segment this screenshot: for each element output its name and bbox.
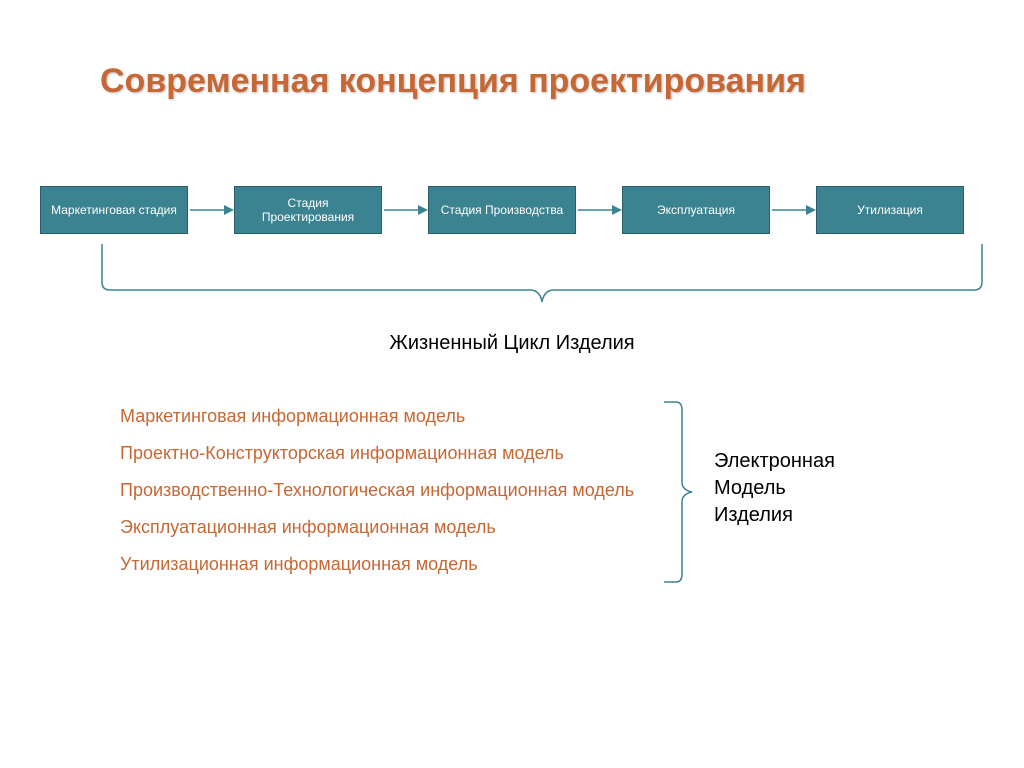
- models-list: Маркетинговая информационная модель Прое…: [120, 398, 650, 582]
- electronic-model-line1: Электронная: [714, 450, 835, 472]
- electronic-model-label: Электронная Модель Изделия: [714, 448, 835, 529]
- brace-horizontal-icon: [100, 242, 984, 312]
- model-item: Утилизационная информационная модель: [120, 546, 650, 583]
- model-item: Проектно-Конструкторская информационная …: [120, 435, 650, 472]
- cycle-label: Жизненный Цикл Изделия: [0, 332, 1024, 355]
- model-item: Маркетинговая информационная модель: [120, 398, 650, 435]
- arrow-icon: [770, 205, 816, 215]
- electronic-model-line2: Модель: [714, 477, 786, 499]
- brace-vertical-icon: [660, 398, 700, 586]
- flow-row: Маркетинговая стадия Стадия Проектирован…: [40, 186, 1004, 234]
- slide-title: Современная концепция проектирования: [100, 60, 806, 103]
- flow-box-utilization: Утилизация: [816, 186, 964, 234]
- model-item: Производственно-Технологическая информац…: [120, 472, 650, 509]
- flow-box-design: Стадия Проектирования: [234, 186, 382, 234]
- electronic-model-line3: Изделия: [714, 504, 793, 526]
- flow-box-exploitation: Эксплуатация: [622, 186, 770, 234]
- flow-box-marketing: Маркетинговая стадия: [40, 186, 188, 234]
- arrow-icon: [188, 205, 234, 215]
- arrow-icon: [576, 205, 622, 215]
- model-item: Эксплуатационная информационная модель: [120, 509, 650, 546]
- arrow-icon: [382, 205, 428, 215]
- flow-box-production: Стадия Производства: [428, 186, 576, 234]
